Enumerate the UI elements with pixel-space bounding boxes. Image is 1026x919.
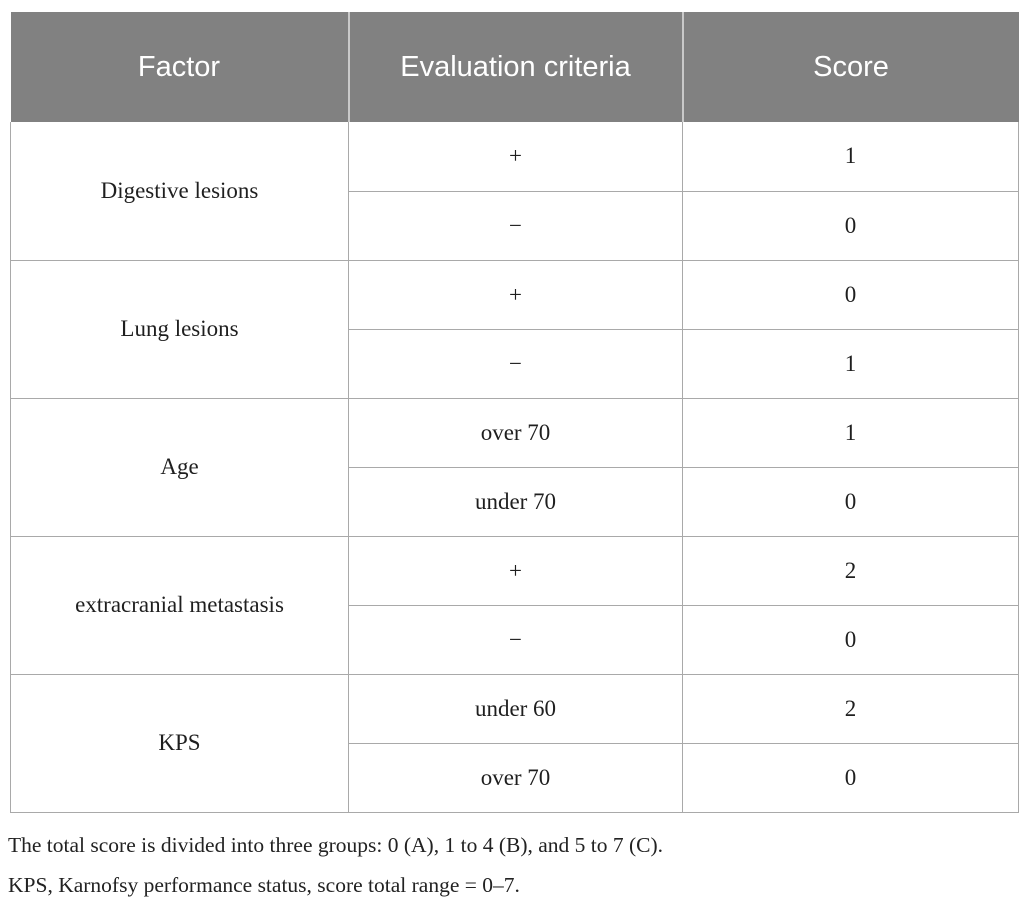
table-row: − 0 (11, 190, 1019, 261)
score-cell: 1 (682, 328, 1019, 399)
factor-cell-kps: KPS (10, 673, 349, 813)
criteria-cell: + (348, 535, 683, 606)
table-row: KPS under 60 2 (10, 673, 1019, 813)
factor-cell-lung-lesions: Lung lesions (10, 259, 349, 399)
column-header-factor: Factor (10, 12, 349, 122)
table-body: Digestive lesions + 1 − 0 Lung lesions +… (10, 122, 1019, 813)
criteria-cell: under 70 (348, 466, 683, 537)
factor-cell-age: Age (10, 397, 349, 537)
table-row: Digestive lesions + 1 (10, 122, 1019, 261)
table-row: under 70 0 (11, 466, 1019, 537)
table-row: over 70 0 (11, 742, 1019, 813)
score-cell: 0 (682, 190, 1019, 261)
footnote-kps-definition: KPS, Karnofsy performance status, score … (8, 872, 520, 897)
criteria-cell: + (348, 122, 683, 192)
criteria-cell: − (348, 190, 683, 261)
table-row: Age over 70 1 (10, 397, 1019, 537)
table-row: Lung lesions + 0 (10, 259, 1019, 399)
criteria-cell: + (348, 259, 683, 330)
column-header-score: Score (681, 12, 1019, 122)
criteria-cell: − (348, 328, 683, 399)
criteria-cell: under 60 (348, 673, 683, 744)
table-row: − 0 (11, 604, 1019, 675)
score-cell: 0 (682, 259, 1019, 330)
header-row: Factor Evaluation criteria Score (10, 12, 1019, 122)
footnote-score-groups: The total score is divided into three gr… (8, 832, 664, 857)
table-row: extracranial metastasis + 2 (10, 535, 1019, 675)
score-cell: 1 (682, 397, 1019, 468)
criteria-cell: over 70 (348, 397, 683, 468)
score-cell: 1 (682, 122, 1019, 192)
factor-cell-extracranial-metastasis: extracranial metastasis (10, 535, 349, 675)
criteria-cell: over 70 (348, 742, 683, 813)
score-cell: 0 (682, 742, 1019, 813)
scoring-table-figure: Factor Evaluation criteria Score Digesti… (8, 12, 1019, 905)
table-row: − 1 (11, 328, 1019, 399)
criteria-cell: − (348, 604, 683, 675)
score-cell: 0 (682, 604, 1019, 675)
factor-cell-digestive-lesions: Digestive lesions (10, 122, 349, 261)
score-cell: 0 (682, 466, 1019, 537)
column-header-evaluation-criteria: Evaluation criteria (347, 12, 683, 122)
table-header: Factor Evaluation criteria Score (10, 12, 1019, 122)
score-cell: 2 (682, 535, 1019, 606)
scoring-table: Factor Evaluation criteria Score Digesti… (10, 12, 1019, 813)
score-cell: 2 (682, 673, 1019, 744)
table-footnotes: The total score is divided into three gr… (8, 825, 1018, 905)
